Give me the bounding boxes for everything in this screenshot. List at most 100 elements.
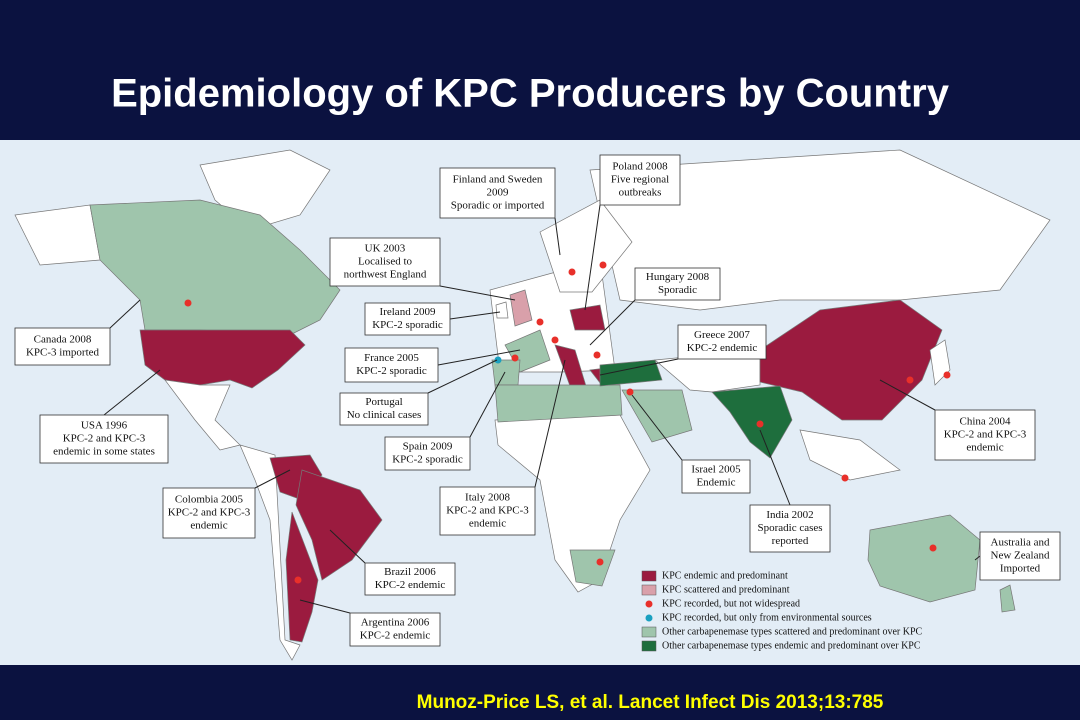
callout-text: Localised to [358,256,413,268]
callout-text: Australia and [991,537,1050,549]
callout-text: China 2004 [959,416,1011,428]
callout-box [634,267,721,301]
callout-text: northwest England [344,269,427,281]
africa [494,414,651,593]
callout-box [329,237,441,287]
callout-box [681,459,751,494]
callout-text: Greece 2007 [694,329,750,341]
dot [943,371,951,379]
legend-swatch [641,626,657,638]
dot [551,336,559,344]
title: Epidemiology of KPC Producers by Country [111,72,950,116]
usa [139,329,306,389]
callout-text: Israel 2005 [691,464,741,476]
callout-text: KPC-2 endemic [687,342,758,354]
legend-label: KPC scattered and predominant [662,584,790,595]
callout-box [439,486,536,536]
callout-text: endemic in some states [53,446,155,458]
callout-box [162,487,256,539]
callout-arrow [974,555,981,561]
south-america-west [239,444,301,661]
callout-box [749,504,831,553]
middle-east [621,389,693,443]
callout-text: UK 2003 [365,243,406,255]
legend-label: KPC recorded, but only from environmenta… [662,612,872,623]
dot [596,558,604,566]
callout-text: France 2005 [364,352,419,364]
legend-swatch [641,640,657,652]
argentina [285,511,319,643]
india [711,385,793,459]
kpc-dots [184,261,951,584]
callout-text: Ireland 2009 [380,306,436,318]
legend-label: KPC endemic and predominant [662,570,788,581]
callout-arrow [469,371,506,438]
dot [599,261,607,269]
callout-box [384,436,471,471]
callout-arrow [449,311,501,320]
callout-text: Spain 2009 [403,441,453,453]
callout-text: endemic [966,442,1003,454]
callout-text: Argentina 2006 [361,617,430,629]
callout-text: Portugal [365,396,402,408]
callout-arrow [254,469,291,489]
legend-swatch [641,584,657,596]
legend-label: Other carbapenemase types scattered and … [662,626,923,637]
callout-text: KPC-3 imported [26,347,100,359]
callout-text: Imported [1000,563,1041,575]
callout-text: KPC-2 sporadic [392,454,463,466]
callout-text: Five regional [611,174,669,186]
callout-box [349,612,441,647]
callout-box [934,409,1036,461]
callout-text: KPC-2 sporadic [372,319,443,331]
dot [756,420,764,428]
callout-text: 2009 [487,187,510,199]
callout-text: New Zealand [991,550,1050,562]
callout-text: Brazil 2006 [384,566,436,578]
new-zealand [999,584,1016,613]
ireland [495,301,509,319]
world-map [14,149,1051,661]
callout-arrow [109,299,141,329]
callout-text: India 2002 [766,509,813,521]
uk [509,289,533,327]
callout-text: KPC-2 and KPC-3 [63,433,146,445]
callout-text: Colombia 2005 [175,494,244,506]
legend-swatch [641,570,657,582]
environmental-dot [494,356,502,364]
callout-arrow [879,379,936,411]
callout-arrow [439,285,516,301]
dot [294,576,302,584]
callout-box [364,302,451,336]
dot [184,299,192,307]
australia [867,514,981,603]
brazil [295,469,383,581]
south-africa [569,549,616,587]
callout-text: reported [772,535,809,547]
callout-text: Sporadic or imported [451,200,545,212]
callout-box [979,531,1061,581]
callout-arrow [631,394,683,461]
callout-text: Canada 2008 [34,334,92,346]
citation: Munoz-Price LS, et al. Lancet Infect Dis… [417,692,884,713]
callout-arrow [599,358,679,376]
dot [626,388,634,396]
dot [568,268,576,276]
callout-box [39,414,169,464]
north-africa [494,384,623,423]
callout-text: Sporadic [658,284,697,296]
callout-arrow [329,529,366,564]
callout-text: Sporadic cases [757,522,822,534]
scandinavia [539,199,633,293]
callout-arrow [589,299,636,346]
callout-box [439,167,556,219]
callout-box [339,392,429,426]
callout-text: outbreaks [619,187,662,199]
callout-text: Italy 2008 [465,492,510,504]
legend-swatch [645,600,653,608]
callout-box [14,327,111,366]
callout-text: KPC-2 and KPC-3 [944,429,1027,441]
